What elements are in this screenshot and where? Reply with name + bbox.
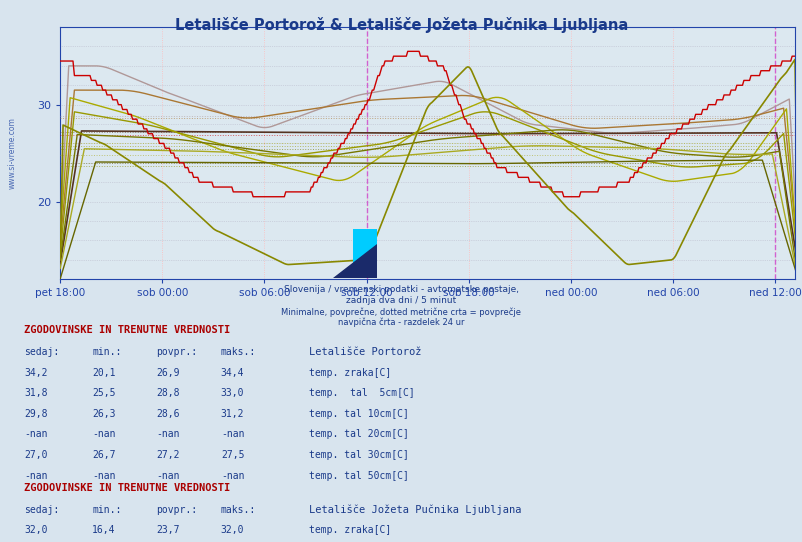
Text: 27,2: 27,2 (156, 450, 180, 460)
Text: 27,0: 27,0 (24, 450, 47, 460)
Text: -nan: -nan (156, 429, 180, 440)
Text: maks.:: maks.: (221, 505, 256, 515)
Text: povpr.:: povpr.: (156, 505, 197, 515)
Text: Letališče Jožeta Pučnika Ljubljana: Letališče Jožeta Pučnika Ljubljana (309, 504, 521, 515)
Text: Letališče Portorož & Letališče Jožeta Pučnika Ljubljana: Letališče Portorož & Letališče Jožeta Pu… (175, 17, 627, 34)
Text: 26,9: 26,9 (156, 367, 180, 378)
Text: povpr.:: povpr.: (156, 347, 197, 357)
Text: temp. tal 30cm[C]: temp. tal 30cm[C] (309, 450, 408, 460)
Text: 25,5: 25,5 (92, 388, 115, 398)
Text: Minimalne, povprečne, dotted metrične crta = povprečje: Minimalne, povprečne, dotted metrične cr… (282, 307, 520, 317)
Text: sedaj:: sedaj: (24, 505, 59, 515)
Text: temp. tal 50cm[C]: temp. tal 50cm[C] (309, 470, 408, 481)
Text: 26,7: 26,7 (92, 450, 115, 460)
Text: 34,2: 34,2 (24, 367, 47, 378)
Text: 27,5: 27,5 (221, 450, 244, 460)
Text: 31,2: 31,2 (221, 409, 244, 419)
Text: ZGODOVINSKE IN TRENUTNE VREDNOSTI: ZGODOVINSKE IN TRENUTNE VREDNOSTI (24, 483, 230, 493)
Text: -nan: -nan (24, 470, 47, 481)
Text: ZGODOVINSKE IN TRENUTNE VREDNOSTI: ZGODOVINSKE IN TRENUTNE VREDNOSTI (24, 325, 230, 335)
Text: temp. tal 10cm[C]: temp. tal 10cm[C] (309, 409, 408, 419)
Text: min.:: min.: (92, 347, 122, 357)
Text: temp. zraka[C]: temp. zraka[C] (309, 367, 391, 378)
Text: 32,0: 32,0 (221, 525, 244, 535)
Text: sedaj:: sedaj: (24, 347, 59, 357)
Text: -nan: -nan (221, 470, 244, 481)
Text: 33,0: 33,0 (221, 388, 244, 398)
Text: 31,8: 31,8 (24, 388, 47, 398)
Text: temp. zraka[C]: temp. zraka[C] (309, 525, 391, 535)
Text: 32,0: 32,0 (24, 525, 47, 535)
Text: -nan: -nan (92, 429, 115, 440)
Text: 28,6: 28,6 (156, 409, 180, 419)
Text: Letališče Portorož: Letališče Portorož (309, 347, 421, 357)
Text: Slovenija / vremenski podatki - avtomatske postaje,: Slovenija / vremenski podatki - avtomats… (284, 285, 518, 294)
Text: 28,8: 28,8 (156, 388, 180, 398)
Text: maks.:: maks.: (221, 347, 256, 357)
Text: 26,3: 26,3 (92, 409, 115, 419)
Text: -nan: -nan (92, 470, 115, 481)
Text: -nan: -nan (221, 429, 244, 440)
Text: min.:: min.: (92, 505, 122, 515)
Text: navpična črta - razdelek 24 ur: navpična črta - razdelek 24 ur (338, 317, 464, 327)
Text: 20,1: 20,1 (92, 367, 115, 378)
Text: temp. tal 20cm[C]: temp. tal 20cm[C] (309, 429, 408, 440)
Polygon shape (333, 244, 377, 278)
Text: www.si-vreme.com: www.si-vreme.com (8, 117, 17, 189)
Text: 29,8: 29,8 (24, 409, 47, 419)
Text: 23,7: 23,7 (156, 525, 180, 535)
Text: 34,4: 34,4 (221, 367, 244, 378)
Text: -nan: -nan (156, 470, 180, 481)
Bar (353, 229, 377, 278)
Text: temp.  tal  5cm[C]: temp. tal 5cm[C] (309, 388, 415, 398)
Text: zadnja dva dni / 5 minut: zadnja dva dni / 5 minut (346, 296, 456, 306)
Text: 16,4: 16,4 (92, 525, 115, 535)
Text: -nan: -nan (24, 429, 47, 440)
